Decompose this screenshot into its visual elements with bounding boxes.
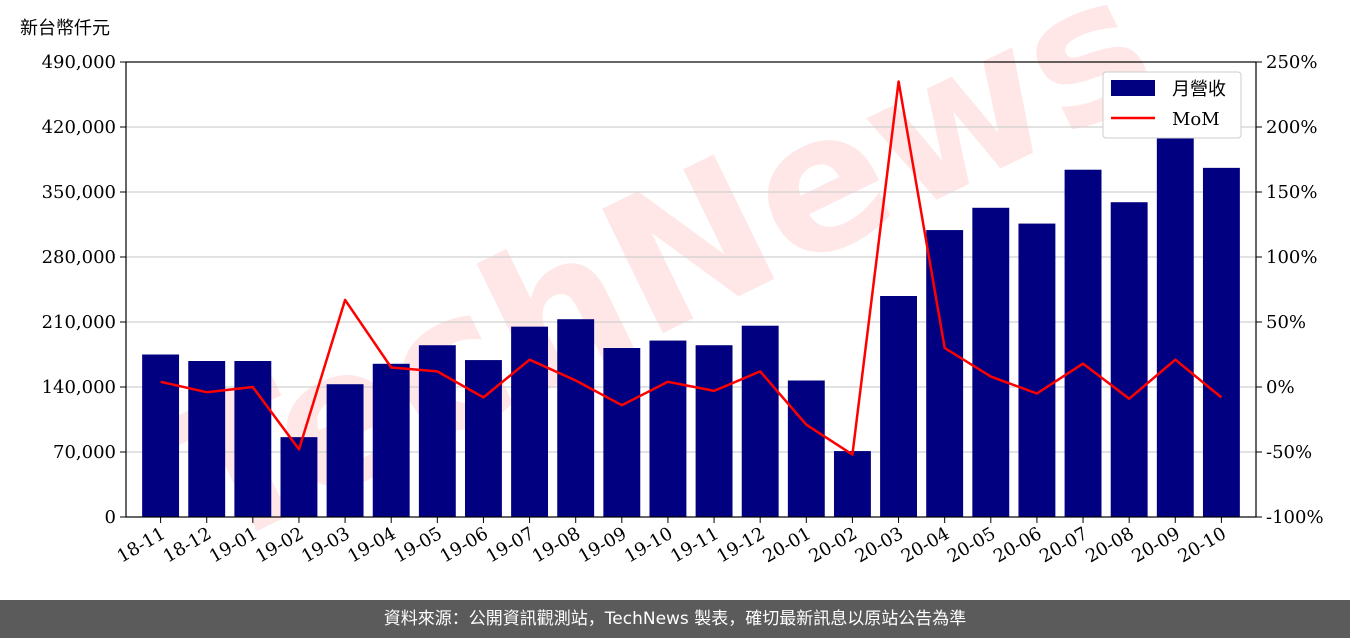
revenue-bar	[741, 325, 779, 517]
revenue-bar	[833, 451, 871, 517]
revenue-bar	[1110, 202, 1148, 517]
right-tick-label: 50%	[1266, 312, 1306, 333]
x-tick-label: 19-09	[575, 523, 630, 567]
right-tick-label: 150%	[1266, 182, 1317, 203]
legend: 月營收 MoM	[1102, 71, 1242, 139]
left-y-axis: 0 70,000 140,000 210,000 280,000 350,000 420,0…	[42, 52, 126, 528]
right-tick-label: 200%	[1266, 117, 1317, 138]
mom-line-series	[160, 80, 1223, 456]
legend-bar-swatch	[1111, 80, 1155, 96]
x-tick-label: 20-08	[1082, 523, 1137, 567]
revenue-bar	[234, 361, 272, 517]
x-tick-label: 18-11	[114, 523, 169, 567]
revenue-bar	[695, 345, 733, 517]
revenue-chart: TechNews 070,000140,000210,000280,000350…	[42, 0, 1324, 592]
right-tick-label: -100%	[1266, 507, 1324, 528]
right-tick-label: 100%	[1266, 247, 1317, 268]
legend-label-mom: MoM	[1172, 109, 1220, 130]
x-tick-label: 20-09	[1128, 523, 1183, 567]
revenue-bar	[1064, 169, 1102, 517]
revenue-bar	[1018, 223, 1056, 518]
source-footer: 資料來源：公開資訊觀測站，TechNews 製表，確切最新訊息以原站公告為準	[0, 600, 1350, 638]
x-tick-label: 20-03	[852, 523, 907, 567]
revenue-bar	[787, 380, 825, 517]
x-tick-label: 18-12	[160, 523, 215, 567]
left-tick-label: 0	[105, 507, 116, 528]
revenue-bar	[603, 348, 641, 517]
revenue-bar	[972, 207, 1010, 518]
right-y-axis: -100% -50% 0% 50% 100% 150% 200% 250%	[1256, 52, 1324, 528]
bar-series	[142, 136, 1240, 518]
x-tick-label: 19-07	[483, 523, 538, 567]
x-tick-label: 19-05	[390, 523, 445, 567]
x-tick-label: 19-12	[713, 523, 768, 567]
x-tick-label: 20-04	[898, 523, 953, 567]
x-tick-label: 19-06	[437, 523, 492, 567]
plot-frame	[125, 61, 1257, 518]
revenue-bar	[880, 296, 917, 517]
revenue-bar	[372, 363, 410, 517]
left-tick-label: 490,000	[42, 52, 116, 73]
x-tick-label: 20-05	[944, 523, 999, 567]
x-tick-label: 20-10	[1174, 523, 1229, 567]
x-tick-label: 19-08	[529, 523, 584, 567]
right-tick-label: 250%	[1266, 52, 1317, 73]
x-tick-label: 20-07	[1036, 523, 1091, 567]
x-tick-label: 19-10	[621, 523, 676, 567]
revenue-bar	[1156, 136, 1194, 518]
x-tick-label: 20-01	[759, 523, 814, 567]
revenue-bar	[511, 326, 549, 517]
revenue-bar	[1202, 167, 1240, 517]
x-tick-label: 19-11	[667, 523, 722, 567]
revenue-bar	[142, 354, 180, 517]
left-tick-label: 350,000	[42, 182, 116, 203]
mom-line	[160, 80, 1223, 456]
revenue-bar	[418, 345, 456, 517]
revenue-bar	[557, 319, 595, 517]
x-tick-label: 20-06	[990, 523, 1045, 567]
revenue-bar	[649, 340, 687, 517]
revenue-bar	[465, 360, 502, 517]
left-tick-label: 70,000	[53, 442, 116, 463]
revenue-bar	[326, 384, 364, 517]
left-tick-label: 140,000	[42, 377, 116, 398]
right-tick-label: -50%	[1266, 442, 1312, 463]
legend-label-revenue: 月營收	[1172, 79, 1226, 100]
left-tick-label: 210,000	[42, 312, 116, 333]
right-tick-label: 0%	[1266, 377, 1295, 398]
x-tick-label: 20-02	[805, 523, 860, 567]
revenue-bar	[188, 361, 226, 517]
y-axis-unit-label: 新台幣仟元	[20, 18, 110, 39]
left-tick-label: 420,000	[42, 117, 116, 138]
left-tick-label: 280,000	[42, 247, 116, 268]
